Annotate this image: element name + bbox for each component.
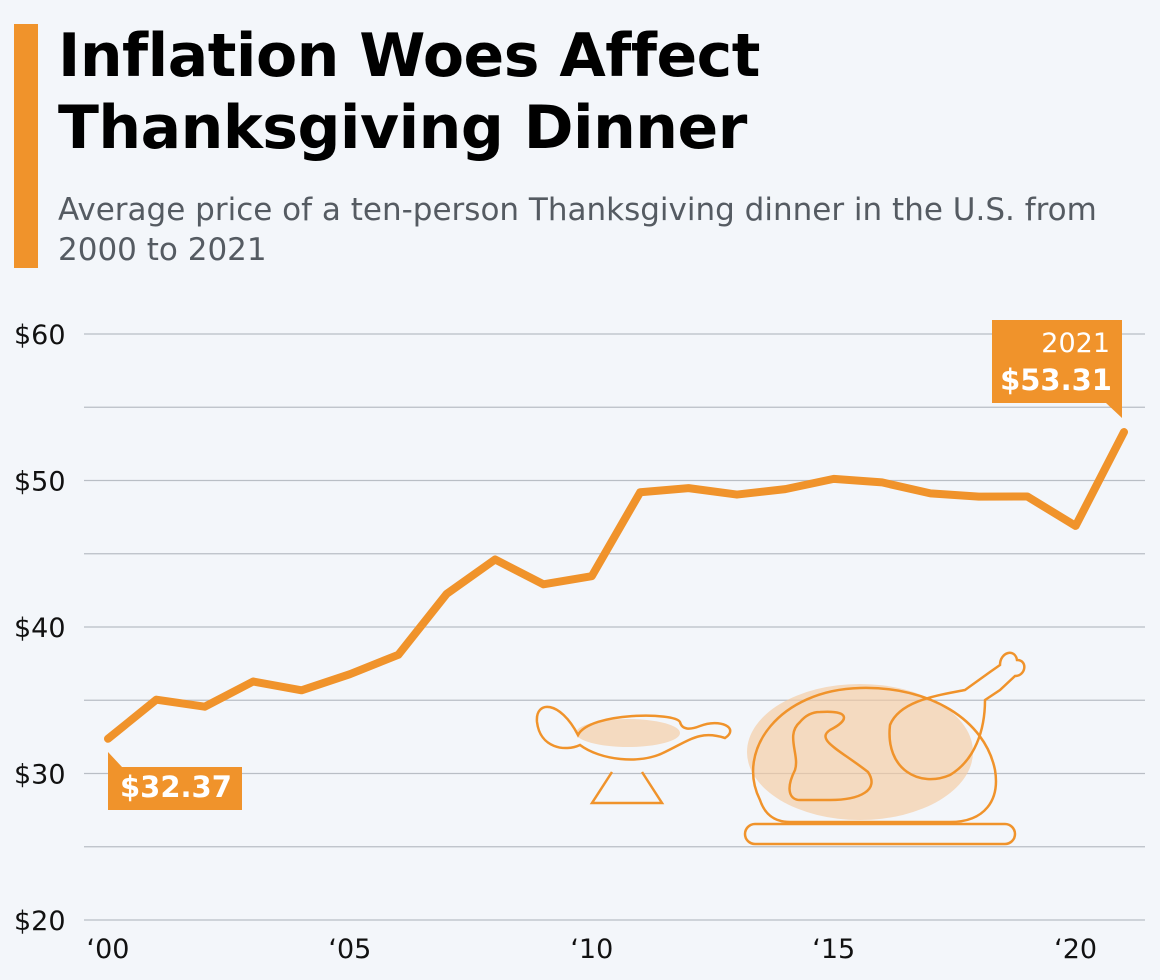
chart-subtitle: Average price of a ten-person Thanksgivi…: [58, 192, 1097, 268]
chart-title: Inflation Woes Affect Thanksgiving Dinne…: [58, 21, 760, 163]
end-value-callout: 2021 $53.31: [992, 320, 1122, 418]
turkey-icon: [743, 651, 1026, 846]
y-tick-label: $20: [14, 906, 66, 937]
y-axis-ticks: $20 $30 $40 $50 $60: [14, 320, 66, 937]
y-tick-label: $50: [14, 467, 66, 498]
y-tick-label: $40: [14, 613, 66, 644]
end-value-label: $53.31: [1000, 363, 1112, 397]
y-tick-label: $30: [14, 760, 66, 791]
start-callout-box: [108, 752, 242, 810]
x-axis-ticks: ‘00 ‘05 ‘10 ‘15 ‘20: [87, 934, 1098, 965]
price-series-line: [104, 428, 1128, 743]
start-value-label: $32.37: [120, 770, 232, 804]
end-callout-box: [992, 320, 1122, 418]
accent-bar: [14, 24, 38, 268]
x-tick-label: ‘10: [570, 934, 613, 965]
end-year-label: 2021: [1041, 328, 1110, 359]
x-tick-label: ‘05: [328, 934, 371, 965]
x-tick-label: ‘00: [87, 934, 130, 965]
gridlines: [84, 333, 1145, 921]
start-value-callout: $32.37: [108, 752, 242, 810]
x-tick-label: ‘15: [812, 934, 855, 965]
x-tick-label: ‘20: [1054, 934, 1097, 965]
y-tick-label: $60: [14, 320, 66, 351]
gravy-boat-icon: [535, 705, 732, 805]
